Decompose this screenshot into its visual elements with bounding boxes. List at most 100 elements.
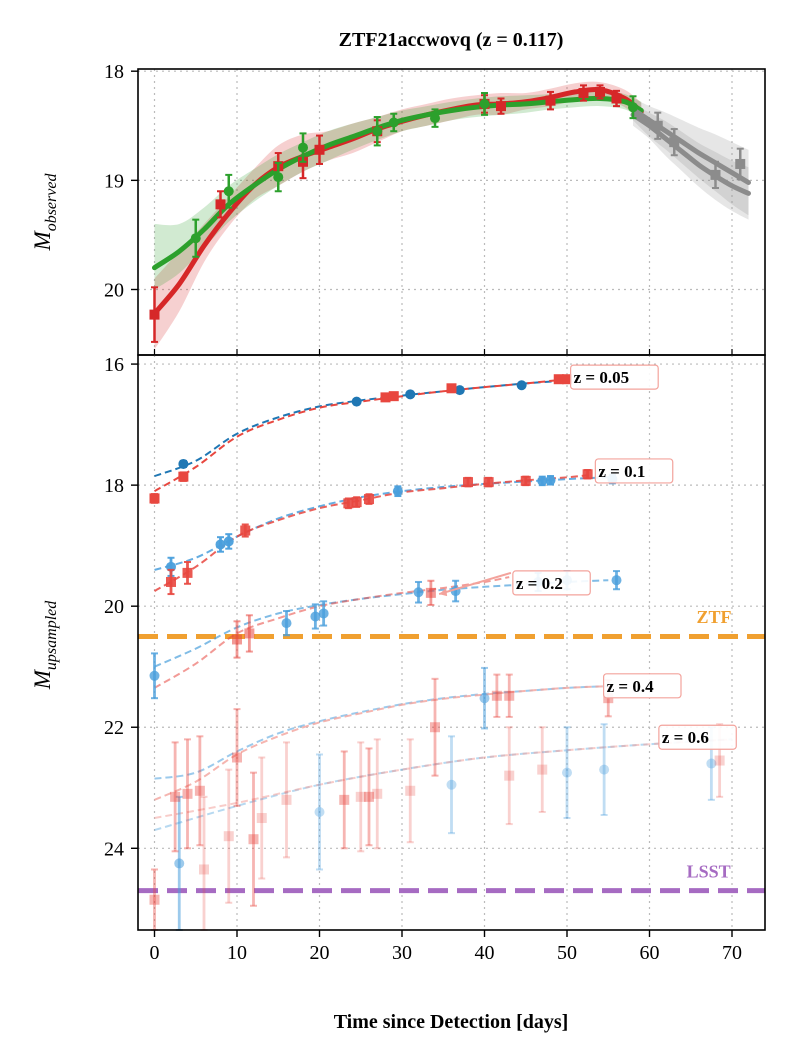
redshift-annotations: z = 0.05 z = 0.1 z = 0.2 z = 0.4 z = 0.6 ZTF L…: [438, 364, 737, 881]
point-z04-red-pts: [504, 690, 515, 701]
point-z04-red-pts: [430, 722, 440, 733]
point-z02-blue-pts: [149, 670, 160, 681]
fit-line-green-band-fit: [152, 95, 644, 271]
hline-label-ZTF: ZTF: [697, 607, 732, 627]
point-z01-red-pts: [182, 567, 193, 578]
y-tick-label: 18: [104, 475, 124, 497]
top-grid: [138, 69, 765, 355]
data-point-green-observed: [628, 102, 638, 113]
point-z02-blue-pts: [310, 611, 321, 622]
data-point-red-observed: [578, 88, 589, 99]
point-z06-red-pts: [199, 864, 209, 875]
top-y-label: Mobserved: [30, 173, 60, 252]
point-z005-blue-pts: [405, 389, 416, 400]
point-z01-red-pts: [149, 493, 160, 504]
point-z01-red-pts: [520, 475, 531, 486]
curve-z005-red-fit: [153, 378, 568, 493]
fit-line-green-extrapolation: [630, 112, 751, 196]
data-point-green-observed: [388, 117, 399, 128]
annotation-arrow-head: [439, 588, 448, 597]
point-z06-red-pts: [355, 791, 366, 802]
data-point-green-observed: [223, 186, 234, 197]
point-z01-red-pts: [463, 477, 473, 488]
data-point-red-observed: [496, 101, 506, 112]
bottom-panel-frame: [137, 354, 766, 931]
point-z01-blue-pts: [215, 539, 226, 550]
point-z06-blue-pts: [562, 767, 572, 778]
point-z01-red-pts: [582, 469, 593, 480]
top-panel: 18 19 20 Mobserved: [30, 61, 766, 356]
y-tick-label: 19: [104, 170, 124, 192]
point-z02-red-pts: [244, 628, 255, 639]
redshift-label: z = 0.05: [574, 368, 629, 387]
point-z04-red-pts: [248, 834, 259, 845]
x-axis-label: Time since Detection [days]: [334, 1011, 569, 1033]
redshift-label: z = 0.1: [598, 462, 645, 481]
point-z06-red-pts: [504, 770, 515, 781]
data-point-green-observed: [190, 233, 201, 244]
curve-z04-blue-fit: [154, 685, 609, 780]
bottom-panel: z = 0.05 z = 0.1 z = 0.2 z = 0.4 z = 0.6 ZTF L…: [30, 354, 766, 931]
point-z005-blue-pts: [178, 458, 189, 469]
y-tick-label: 18: [104, 61, 124, 83]
point-z04-red-pts: [232, 752, 242, 763]
point-z06-red-pts: [537, 764, 548, 775]
data-point-gray-observed: [652, 120, 663, 131]
fit-band-red-band-fit: [154, 81, 642, 350]
point-z06-blue-pts: [599, 764, 610, 775]
point-z005-red-pts: [446, 383, 457, 394]
x-tick-label: 10: [227, 942, 247, 964]
annotation-box: [512, 570, 591, 596]
hline-label-LSST: LSST: [687, 861, 731, 881]
x-tick-label: 30: [392, 942, 412, 964]
annotation-box: [594, 458, 674, 484]
point-z02-blue-pts: [413, 587, 424, 598]
point-z04-red-pts: [170, 791, 181, 802]
point-z04-red-pts: [491, 690, 502, 701]
chart-title: ZTF21accwovq (z = 0.117): [339, 29, 564, 51]
bottom-y-axis: 16 18 20 22 24: [104, 354, 138, 860]
x-tick-label: 20: [310, 942, 330, 964]
x-tick-label: 50: [557, 942, 577, 964]
redshift-label: z = 0.4: [607, 677, 654, 696]
annotation-box: [658, 724, 737, 750]
top-y-axis: 18 19 20: [104, 61, 138, 302]
point-z02-blue-pts: [318, 608, 329, 619]
point-z06-blue-pts: [314, 806, 325, 817]
data-point-red-observed: [595, 86, 605, 97]
y-tick-label: 20: [104, 280, 124, 302]
point-z04-red-pts: [182, 788, 193, 799]
point-z005-red-pts: [562, 374, 572, 385]
point-z005-blue-pts: [516, 380, 527, 391]
point-z06-red-pts: [256, 813, 267, 824]
y-tick-label: 16: [104, 354, 124, 376]
point-z02-red-pts: [425, 587, 436, 598]
y-tick-label: 22: [104, 717, 124, 739]
data-point-red-observed: [149, 309, 160, 320]
data-point-gray-observed: [669, 137, 680, 148]
annotation-box: [569, 364, 659, 390]
point-z04-red-pts: [339, 794, 350, 805]
point-z04-red-pts: [149, 894, 160, 905]
y-tick-label: 20: [104, 596, 124, 618]
point-z01-blue-pts: [223, 536, 234, 547]
y-tick-label: 24: [104, 838, 124, 860]
x-axis: 0 10 20 30 40 50 60 70: [150, 349, 742, 964]
point-z06-red-pts: [223, 831, 234, 842]
point-z04-blue-pts: [479, 693, 490, 704]
point-z01-blue-pts: [537, 475, 548, 486]
point-z01-red-pts: [240, 525, 251, 536]
data-point-gray-observed: [735, 158, 746, 169]
data-point-green-observed: [298, 142, 308, 153]
point-z01-blue-pts: [545, 475, 556, 486]
point-z01-red-pts: [351, 497, 362, 508]
data-point-green-observed: [430, 113, 440, 124]
point-z02-blue-pts: [281, 618, 292, 629]
point-z005-red-pts: [553, 374, 564, 385]
point-z06-red-pts: [714, 755, 725, 766]
point-z01-red-pts: [483, 477, 494, 488]
curve-z02-red-fit: [153, 576, 510, 689]
data-point-red-observed: [215, 199, 226, 210]
